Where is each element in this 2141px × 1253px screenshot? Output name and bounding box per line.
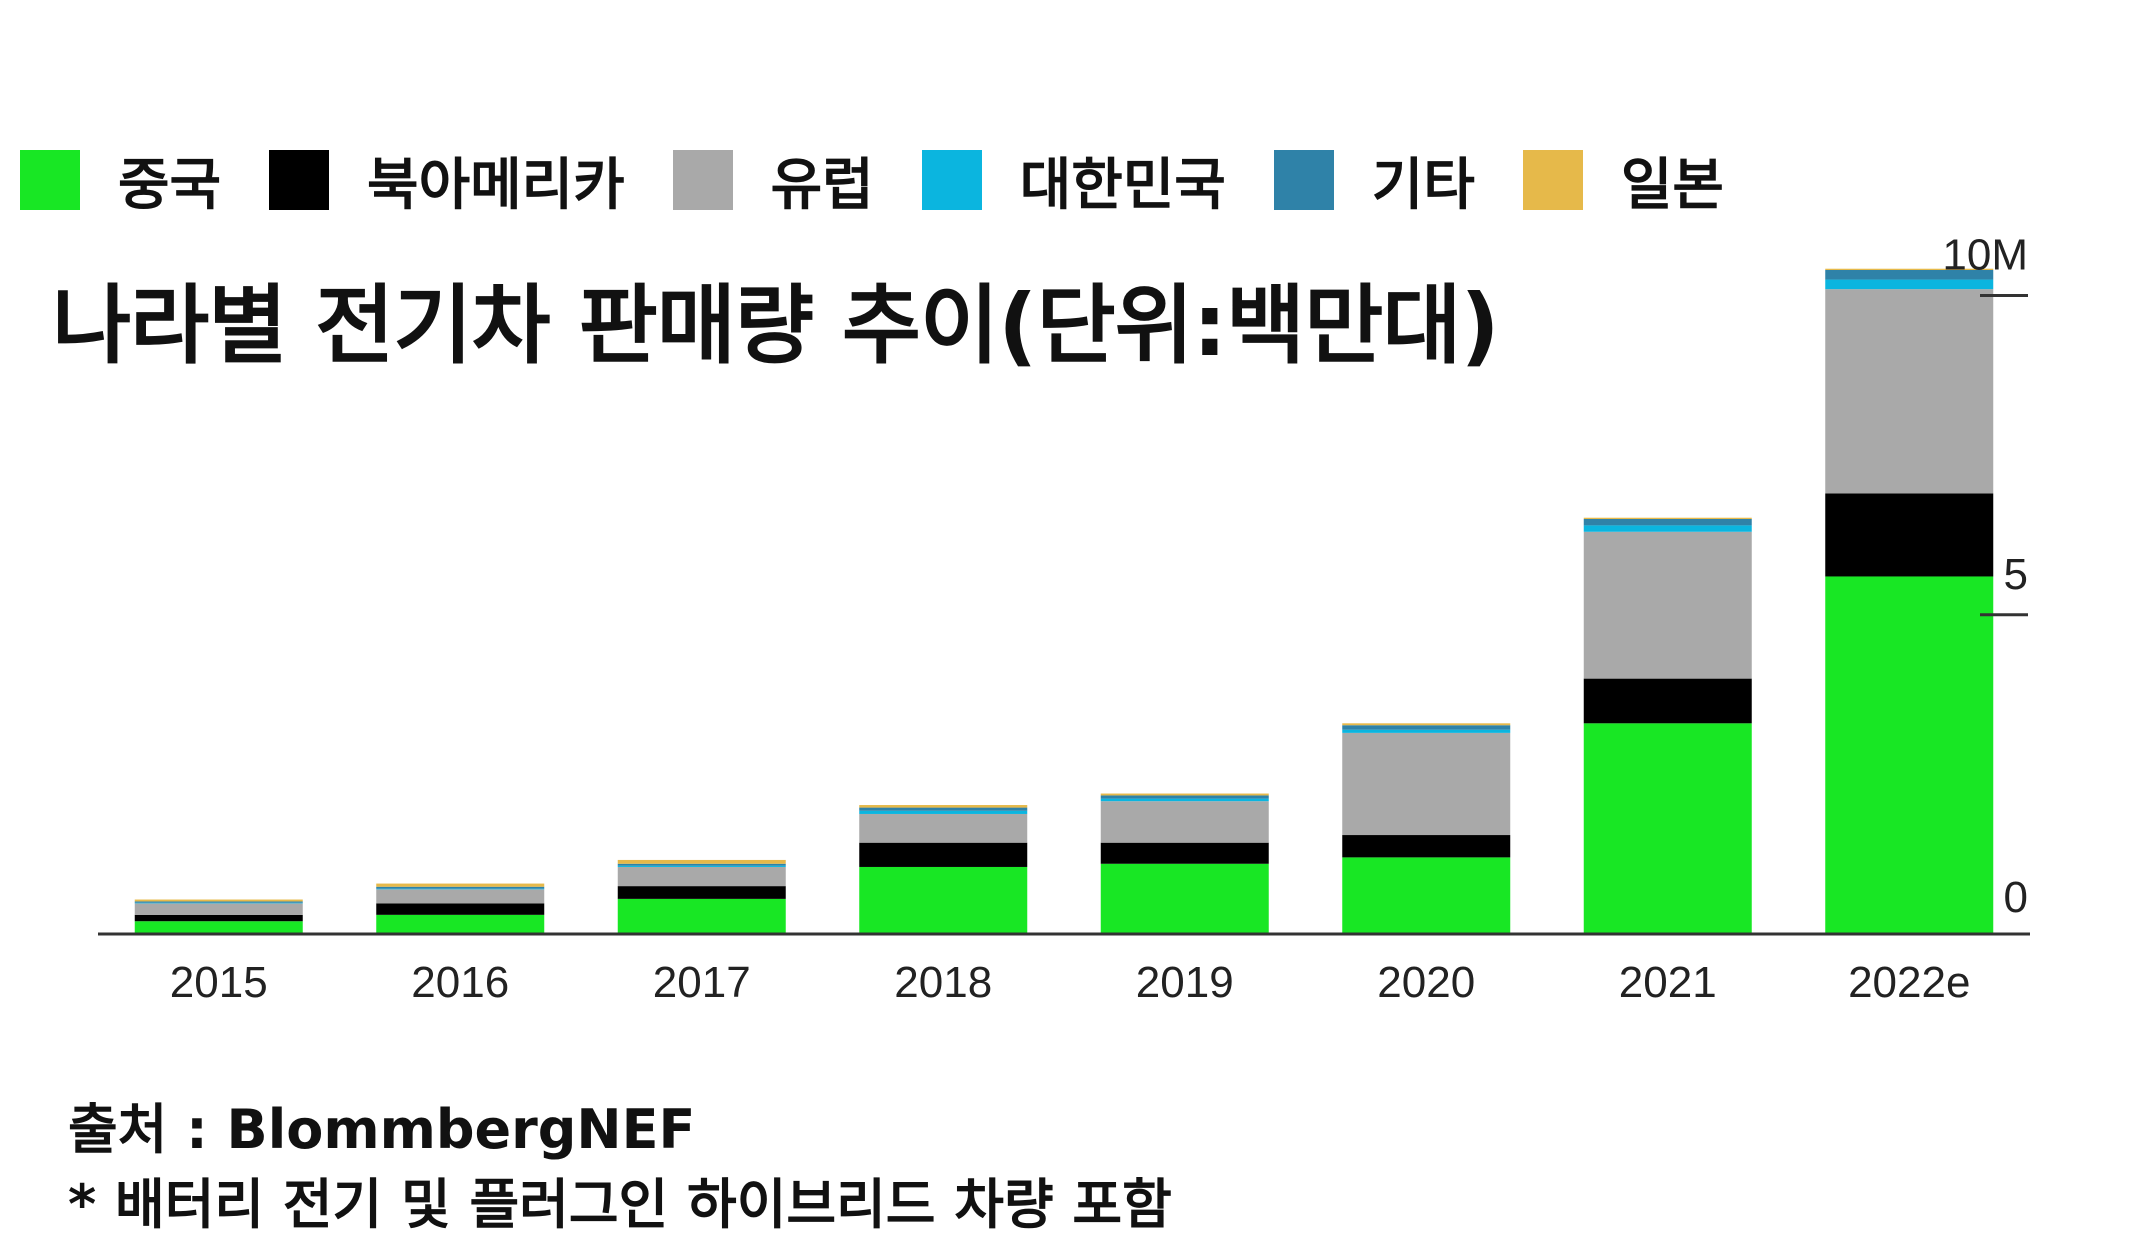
legend: 중국 북아메리카 유럽 대한민국 기타 일본 [20,140,1772,220]
legend-label-china: 중국 [118,152,222,218]
bar-segment [134,903,303,915]
bar-segment [1100,801,1269,843]
legend-label-korea: 대한민국 [1019,152,1226,218]
x-tick-label: 2016 [411,958,509,1007]
bar-segment [617,859,786,864]
bar-segment [1825,270,1994,280]
bar-segment [376,883,545,887]
bar-segment [376,889,545,904]
legend-item-japan: 일본 [1522,140,1724,221]
bar-segment [1583,519,1752,526]
bar-segment [617,866,786,887]
bar-segment [1825,576,1994,934]
legend-swatch-japan [1522,150,1583,210]
legend-item-china: 중국 [20,140,221,221]
legend-label-japan: 일본 [1620,152,1724,218]
bar-segment [1342,725,1511,730]
bar-segment [376,914,545,934]
bar-segment [1100,795,1269,799]
bar-segment [859,810,1028,814]
legend-label-north-america: 북아메리카 [367,152,625,218]
legend-item-other: 기타 [1273,140,1475,221]
bar-segment [617,863,786,866]
y-tick-label: 10M [1942,231,2028,280]
legend-item-europe: 유럽 [672,140,874,221]
bar-segment [1100,793,1269,796]
legend-label-europe: 유럽 [770,152,874,218]
bar-segment [1583,517,1752,519]
bar-segment [1583,723,1752,934]
bar-segment [1825,289,1994,494]
bar-segment [1342,723,1511,726]
bar-segment [1342,857,1511,934]
legend-swatch-china [20,150,80,210]
bar-segment [134,899,303,902]
bar-segment [1100,798,1269,802]
legend-swatch-north-america [269,150,330,210]
bar-segment [1342,732,1511,836]
x-tick-label: 2018 [894,958,992,1007]
bar-segment [376,903,545,915]
legend-swatch-korea [921,150,982,210]
bar-segment [859,813,1028,843]
bar-segment [1100,863,1269,934]
bar-segment [1825,279,1994,290]
bar-segment [617,898,786,934]
legend-item-korea: 대한민국 [921,140,1226,221]
bar-segment [1583,525,1752,532]
bar-segment [1825,493,1994,577]
y-tick-label: 0 [2004,873,2028,922]
source-text: 출처 : BlommbergNEF [68,1098,696,1161]
bar-segment [134,901,303,903]
y-tick-label: 5 [2004,550,2028,599]
bar-segment [376,886,545,889]
bar-segment [617,865,786,867]
footnote-text: * 배터리 전기 및 플러그인 하이브리드 차량 포함 [68,1173,1172,1236]
chart-title: 나라별 전기차 판매량 추이(단위:백만대) [52,276,1500,376]
x-tick-label: 2020 [1377,958,1475,1007]
bar-segment [134,921,303,934]
x-tick-label: 2017 [653,958,751,1007]
bar-segment [1583,678,1752,724]
bar-segment [134,902,303,904]
bar-segment [134,914,303,922]
bar-segment [1342,835,1511,858]
bar-segment [859,866,1028,934]
bar-segment [859,807,1028,811]
x-tick-label: 2021 [1619,958,1717,1007]
x-tick-label: 2022e [1848,958,1970,1007]
bar-segment [859,805,1028,808]
bar-segment [1583,531,1752,679]
bar-segment [1342,729,1511,733]
bar-segment [1825,268,1994,270]
bar-segment [617,886,786,899]
x-tick-label: 2019 [1136,958,1234,1007]
x-tick-label: 2015 [170,958,268,1007]
bar-segment [1100,842,1269,864]
legend-swatch-europe [672,150,733,210]
legend-swatch-other [1273,150,1334,210]
bar-segment [376,888,545,890]
legend-label-other: 기타 [1371,152,1475,218]
bar-segment [859,842,1028,867]
legend-item-north-america: 북아메리카 [269,140,625,221]
